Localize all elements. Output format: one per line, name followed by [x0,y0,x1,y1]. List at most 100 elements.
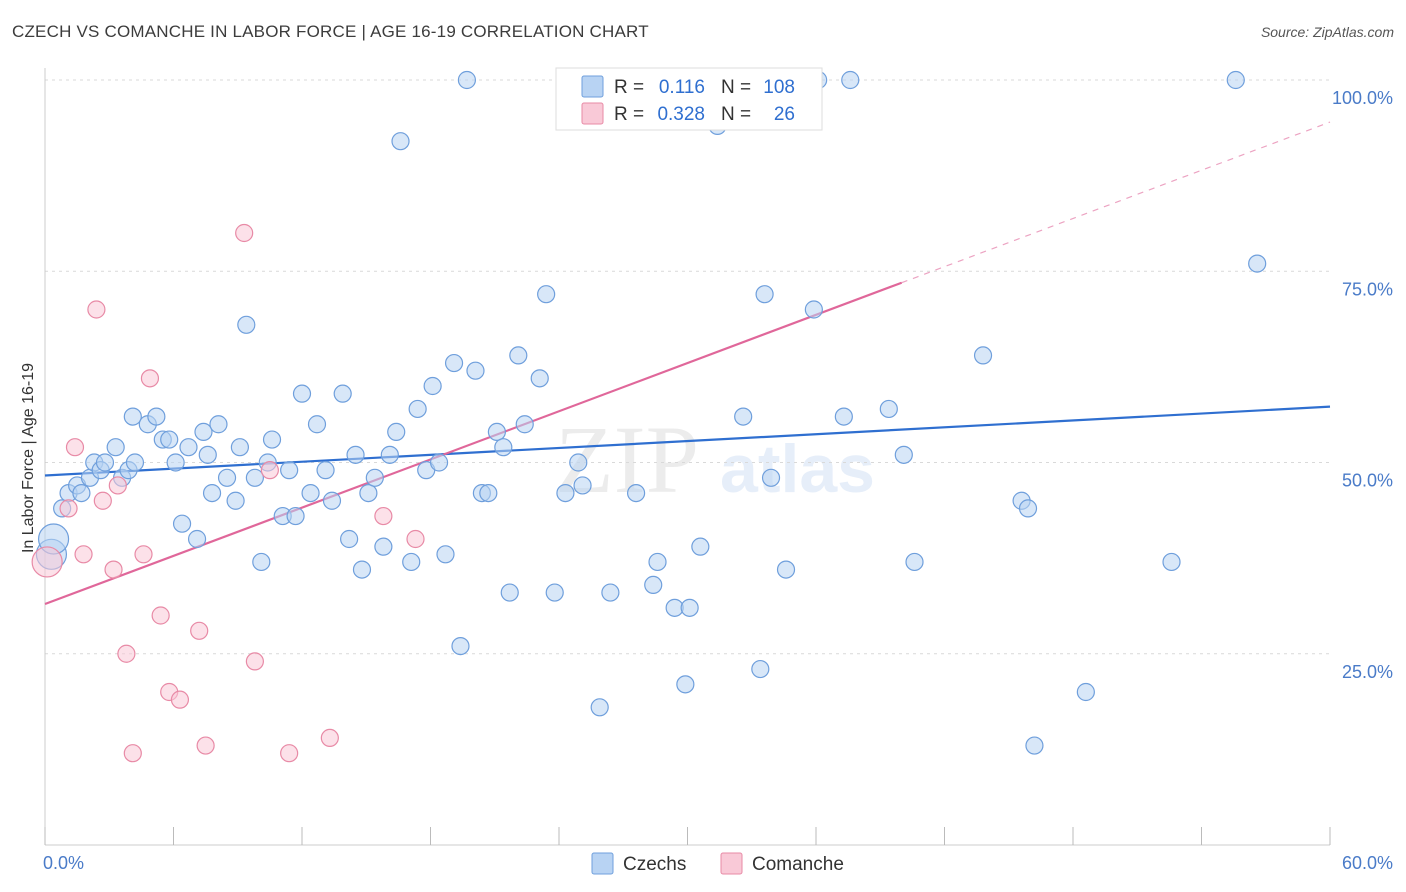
comanche-point-12 [151,606,170,625]
czech-point-31 [245,468,264,487]
czech-point-73 [556,484,575,503]
czech-point-58 [436,545,455,564]
y-tick-label-50: 50.0% [1342,471,1393,491]
y-tick-label-100: 100.0% [1332,88,1393,108]
czech-point-25 [202,484,222,503]
comanche-point-2 [65,438,85,457]
czech-point-66 [494,438,513,457]
czech-point-34 [262,430,282,449]
czech-point-89 [751,659,770,679]
legend-n-label-2: N = [721,104,751,125]
comanche-point-10 [134,545,153,564]
czech-point-16 [147,407,166,426]
comanche-point-7 [108,476,127,495]
czech-point-79 [626,484,646,503]
comanche-point-15 [190,621,209,640]
czech-point-91 [761,468,781,487]
czech-point-50 [380,445,399,464]
comanche-point-8 [117,644,136,663]
czech-point-47 [359,484,378,503]
comanche-trend-extension [901,121,1331,284]
comanche-point-20 [280,744,299,763]
czech-point-61 [457,70,477,90]
comanche-point-17 [235,223,254,243]
czech-point-75 [573,476,592,495]
czech-point-29 [230,438,249,457]
czechs-legend-swatch [591,852,614,875]
comanche-point-0 [31,546,63,578]
y-tick-label-75: 75.0% [1342,279,1393,299]
czech-point-106 [1226,70,1245,90]
czech-point-65 [487,422,506,441]
czech-point-72 [545,583,564,602]
watermark: ZIP atlas [555,406,875,513]
czech-point-45 [346,445,365,464]
czech-point-46 [352,560,372,579]
y-tick-label-25: 25.0% [1342,662,1393,682]
czech-point-41 [316,461,335,480]
czech-point-38 [292,384,312,403]
czech-point-103 [1025,736,1044,755]
comanche-point-6 [104,560,123,579]
czech-point-71 [537,285,556,304]
grid-lines [45,79,1330,655]
stats-legend: R = 0.116 N = 108 R = 0.328 N = 26 [555,67,823,131]
comanche-point-5 [93,491,112,510]
czech-point-52 [391,132,410,151]
comanche-n-value: 26 [774,104,795,125]
comanche-legend-label: Comanche [752,854,844,875]
czech-point-88 [734,407,753,426]
series-legend: Czechs Comanche [591,852,844,875]
czech-point-18 [160,430,179,449]
czech-point-10 [106,438,125,457]
watermark-atlas: atlas [720,431,875,507]
czech-point-37 [286,506,305,526]
comanche-point-11 [140,369,160,388]
comanche-points [31,70,725,763]
czech-point-85 [691,537,710,556]
comanche-point-14 [170,690,190,709]
czech-point-95 [834,407,853,426]
czech-point-62 [466,361,485,380]
comanche-trend-line [44,281,903,606]
y-axis-title: In Labor Force | Age 16-19 [20,363,37,553]
czech-point-60 [451,636,470,656]
czech-point-74 [569,453,588,472]
czech-point-21 [179,438,198,457]
comanche-r-value: 0.328 [657,104,705,125]
axes [44,68,1331,846]
comanche-point-3 [74,545,93,564]
czech-legend-swatch [581,75,604,98]
comanche-point-21 [320,728,339,748]
czech-point-44 [340,529,359,549]
czech-point-77 [601,583,620,602]
czech-point-98 [894,445,913,464]
czech-point-56 [423,376,442,396]
czech-point-40 [307,415,327,434]
czech-point-20 [172,514,192,533]
czech-point-93 [804,300,823,319]
czech-point-64 [479,484,498,503]
czech-point-90 [755,285,774,304]
legend-n-label: N = [721,77,751,98]
czech-point-19 [166,453,185,472]
czech-point-23 [194,422,213,441]
czech-point-105 [1162,552,1181,572]
czech-point-81 [648,552,667,572]
czech-point-99 [905,552,924,572]
czech-point-80 [644,575,663,595]
czech-point-48 [365,468,384,487]
czech-point-22 [187,529,207,549]
x-tick-label-min: 0.0% [43,853,84,873]
czech-point-97 [879,399,898,419]
comanche-point-4 [87,300,106,319]
czech-point-51 [387,422,406,441]
czech-point-26 [209,415,228,434]
czech-point-83 [676,675,695,694]
czech-point-49 [374,537,393,556]
trend-lines [44,121,1331,606]
chart-title: CZECH VS COMANCHE IN LABOR FORCE | AGE 1… [12,22,649,41]
comanche-point-23 [406,529,425,549]
czech-point-57 [429,453,449,472]
